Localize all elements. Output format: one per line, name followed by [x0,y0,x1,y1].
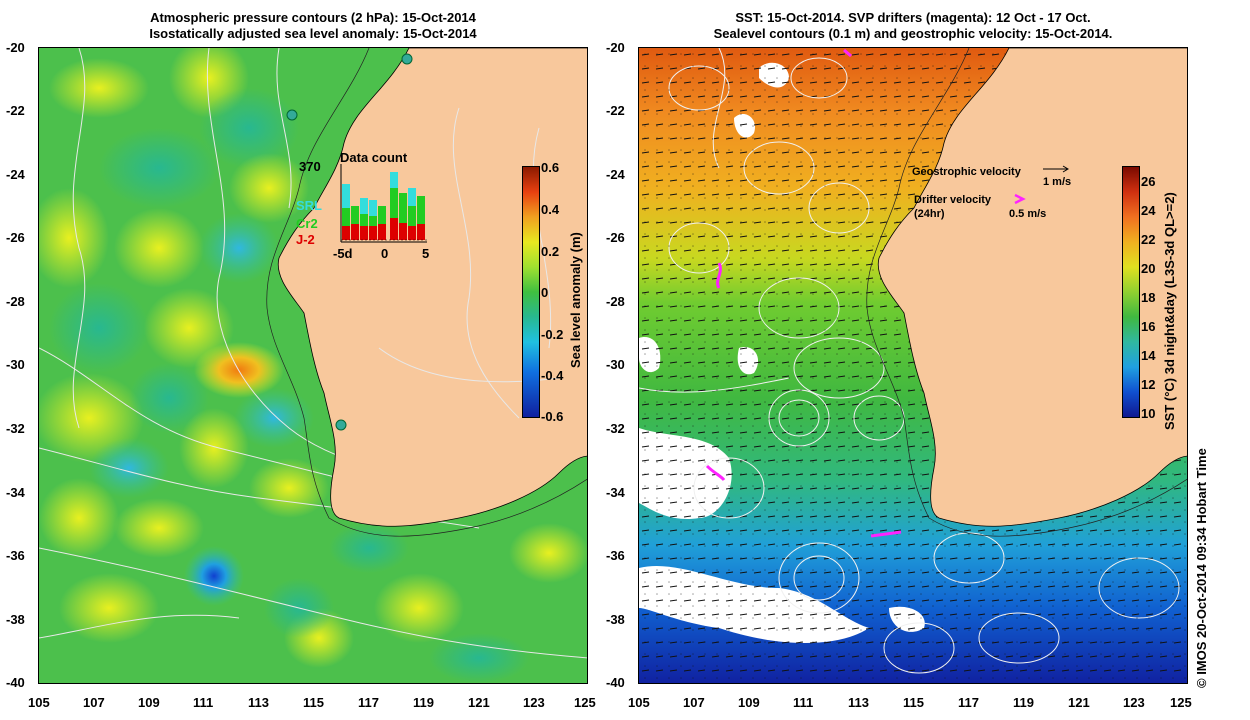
inset-xtick: 5 [422,246,430,261]
histogram-bar [342,208,350,226]
imos-credit: © IMOS 20-Oct-2014 09:34 Hobart Time [1194,448,1209,688]
right-title-line1: SST: 15-Oct-2014. SVP drifters (magenta)… [735,10,1091,25]
histogram-bar [417,196,425,240]
histogram-bar [399,193,407,240]
inset-xtick: -5d [333,246,353,261]
geostrophic-velocity-label: Geostrophic velocity [912,166,1021,178]
right-title: SST: 15-Oct-2014. SVP drifters (magenta)… [638,10,1188,42]
histogram-bar [399,223,407,240]
histogram-bar [378,206,386,240]
left-title: Atmospheric pressure contours (2 hPa): 1… [38,10,588,42]
sla-colorbar-label: Sea level anomaly (m) [568,232,583,368]
histogram-bar [369,216,377,226]
histogram-bar [360,226,368,240]
sla-colorbar-ticks: 0.6 0.4 0.2 0 -0.2 -0.4 -0.6 [541,160,564,424]
inset-legend-srl: SRL [296,198,322,213]
inset-xtick: 0 [381,246,389,261]
histogram-bar [378,224,386,240]
sst-colorbar-label: SST (°C) 3d night&day (L3S-3d QL>=2) [1162,192,1177,430]
svp-drifter-tracks [705,48,902,538]
histogram-bar [369,226,377,240]
inset-legend-j2: J-2 [296,232,315,247]
histogram-bar [360,214,368,226]
histogram-bar [351,206,359,240]
inset-legend-cr2: Cr2 [296,216,318,231]
histogram-bar [351,224,359,240]
inset-title: Data count [340,150,408,165]
drifter-track [843,48,852,58]
tide-gauge-marker [401,53,413,65]
land-australia [277,48,587,527]
sla-map [38,47,588,684]
histogram-bar [408,206,416,226]
histogram-bar [417,224,425,240]
tide-gauge-marker [335,419,347,431]
drifter-track [716,262,722,289]
sla-anomaly-field [39,48,587,683]
sst-colorbar [1122,166,1140,418]
histogram-bar [390,218,398,240]
drifter-velocity-scale: 0.5 m/s [1009,208,1047,220]
sst-map [638,47,1188,684]
right-title-line2: Sealevel contours (0.1 m) and geostrophi… [713,26,1113,41]
sst-colorbar-ticks: 26 24 22 20 18 16 14 12 10 [1141,174,1156,421]
inset-max-label: 370 [299,159,321,174]
drifter-track [705,464,726,481]
histogram-bar [390,188,398,218]
histogram-bar [408,226,416,240]
histogram-bar [342,226,350,240]
sla-colorbar [522,166,540,418]
tide-gauge-marker [286,109,298,121]
geostrophic-velocity-scale: 1 m/s [1043,176,1072,188]
data-count-inset [340,164,427,243]
drifter-velocity-label-sub: (24hr) [914,208,945,220]
left-title-line2: Isostatically adjusted sea level anomaly… [149,26,477,41]
drifter-track [870,530,902,538]
land-australia [877,48,1187,527]
left-title-line1: Atmospheric pressure contours (2 hPa): 1… [150,10,476,25]
drifter-velocity-label: Drifter velocity [914,194,992,206]
